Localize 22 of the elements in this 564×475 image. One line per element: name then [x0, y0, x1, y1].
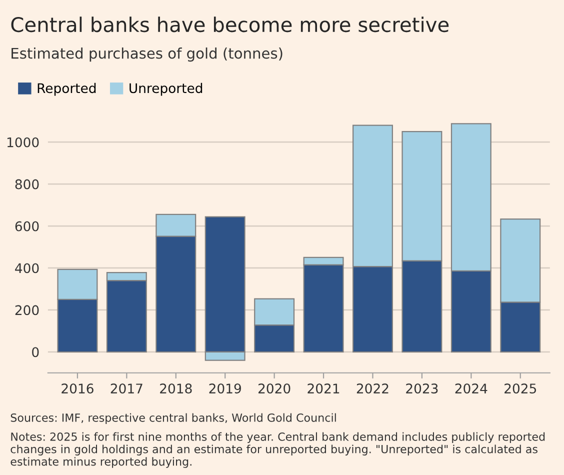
x-tick-label: 2020: [258, 384, 290, 394]
y-tick-label: 200: [15, 305, 39, 316]
y-tick-label: 600: [15, 221, 39, 232]
y-tick-label: 400: [15, 263, 39, 274]
x-tick-label: 2023: [406, 384, 438, 394]
y-tick-label: 800: [15, 179, 39, 190]
x-tick-label: 2018: [160, 384, 192, 394]
y-tick-label: 1000: [7, 137, 39, 148]
legend-label: Unreported: [130, 82, 202, 96]
chart-title: Central banks have become more secretive: [11, 16, 449, 32]
chart-subtitle: Estimated purchases of gold (tonnes): [12, 48, 282, 62]
x-tick-label: 2022: [356, 384, 388, 394]
legend-label: Reported: [38, 82, 96, 96]
source-note: Sources: IMF, respective central banks, World Gold Council: [10, 413, 336, 424]
x-tick-label: 2024: [455, 384, 488, 394]
y-tick-label: 0: [32, 347, 39, 358]
text: Notes: 2025 is for first nine months of the year. Central bank demand includes publicly reported changes in gold holdings and an estimate for unreported buying. "Unreported" is calculated as estimate minus reported buying.: [10, 432, 545, 468]
x-tick-label: 2025: [504, 384, 536, 394]
x-tick-label: 2017: [110, 384, 142, 394]
x-tick-label: 2016: [62, 384, 94, 394]
x-tick-label: 2021: [308, 384, 340, 394]
x-tick-label: 2019: [209, 384, 241, 394]
